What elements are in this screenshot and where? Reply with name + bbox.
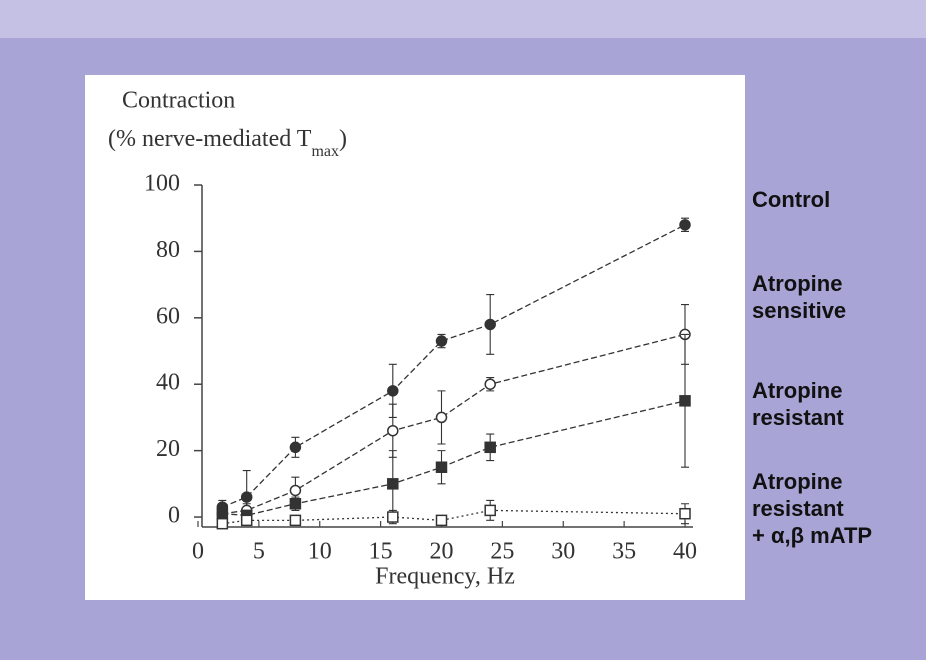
data-point: [387, 511, 399, 523]
data-point: [387, 478, 399, 490]
chart-panel: [85, 75, 745, 600]
legend-label: Atropine resistant: [752, 378, 844, 430]
data-point: [387, 424, 399, 437]
top-band: [0, 0, 926, 38]
x-tick-label: 35: [612, 539, 636, 565]
legend-label: Atropine sensitive: [752, 271, 847, 323]
data-point: [289, 498, 302, 510]
x-tick-label: 20: [430, 539, 454, 565]
x-tick-label: 15: [369, 539, 393, 565]
data-point: [484, 318, 496, 331]
x-tick-label: 25: [490, 539, 514, 565]
y-tick-label: 20: [156, 436, 180, 462]
data-point: [484, 441, 496, 454]
y-tick-label: 0: [168, 503, 180, 529]
x-axis-label: Frequency, Hz: [375, 564, 515, 590]
y-tick-label: 60: [156, 303, 180, 329]
x-tick-label: 30: [551, 539, 575, 565]
data-point: [435, 411, 448, 424]
y-axis-label-part: ): [339, 126, 347, 152]
data-point: [435, 461, 448, 473]
y-axis-label: (% nerve-mediated Tmax): [108, 126, 347, 160]
legend-label: Atropine resistant + α,β mATP: [752, 469, 873, 548]
y-axis-label-sub: max: [311, 143, 339, 160]
data-point: [289, 514, 302, 527]
y-axis-label-part: (% nerve-mediated T: [108, 126, 312, 152]
x-tick-label: 5: [253, 539, 265, 565]
data-point: [484, 378, 496, 390]
data-point: [289, 484, 302, 497]
y-tick-label: 100: [144, 171, 180, 197]
data-point: [435, 514, 448, 527]
y-tick-label: 40: [156, 370, 180, 396]
y-axis-label: Contraction: [122, 88, 235, 114]
data-point: [289, 441, 302, 454]
data-point: [679, 395, 691, 407]
data-point: [679, 219, 691, 231]
x-tick-label: 0: [192, 539, 204, 565]
data-point: [679, 507, 691, 520]
data-point: [387, 385, 399, 397]
legend-label: Control: [752, 187, 831, 212]
data-point: [435, 335, 448, 347]
data-point: [240, 491, 253, 503]
data-point: [484, 504, 496, 517]
data-point: [216, 517, 229, 530]
x-tick-label: 40: [673, 539, 697, 565]
data-point: [216, 507, 229, 520]
x-tick-label: 10: [308, 539, 332, 565]
data-point: [240, 514, 253, 527]
y-tick-label: 80: [156, 237, 180, 263]
